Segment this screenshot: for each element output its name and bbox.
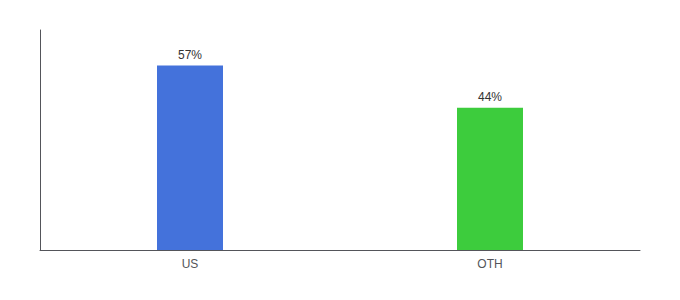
svg-text:57%: 57%: [178, 48, 202, 62]
svg-text:44%: 44%: [478, 90, 502, 104]
svg-text:OTH: OTH: [477, 257, 502, 271]
svg-text:US: US: [182, 257, 199, 271]
